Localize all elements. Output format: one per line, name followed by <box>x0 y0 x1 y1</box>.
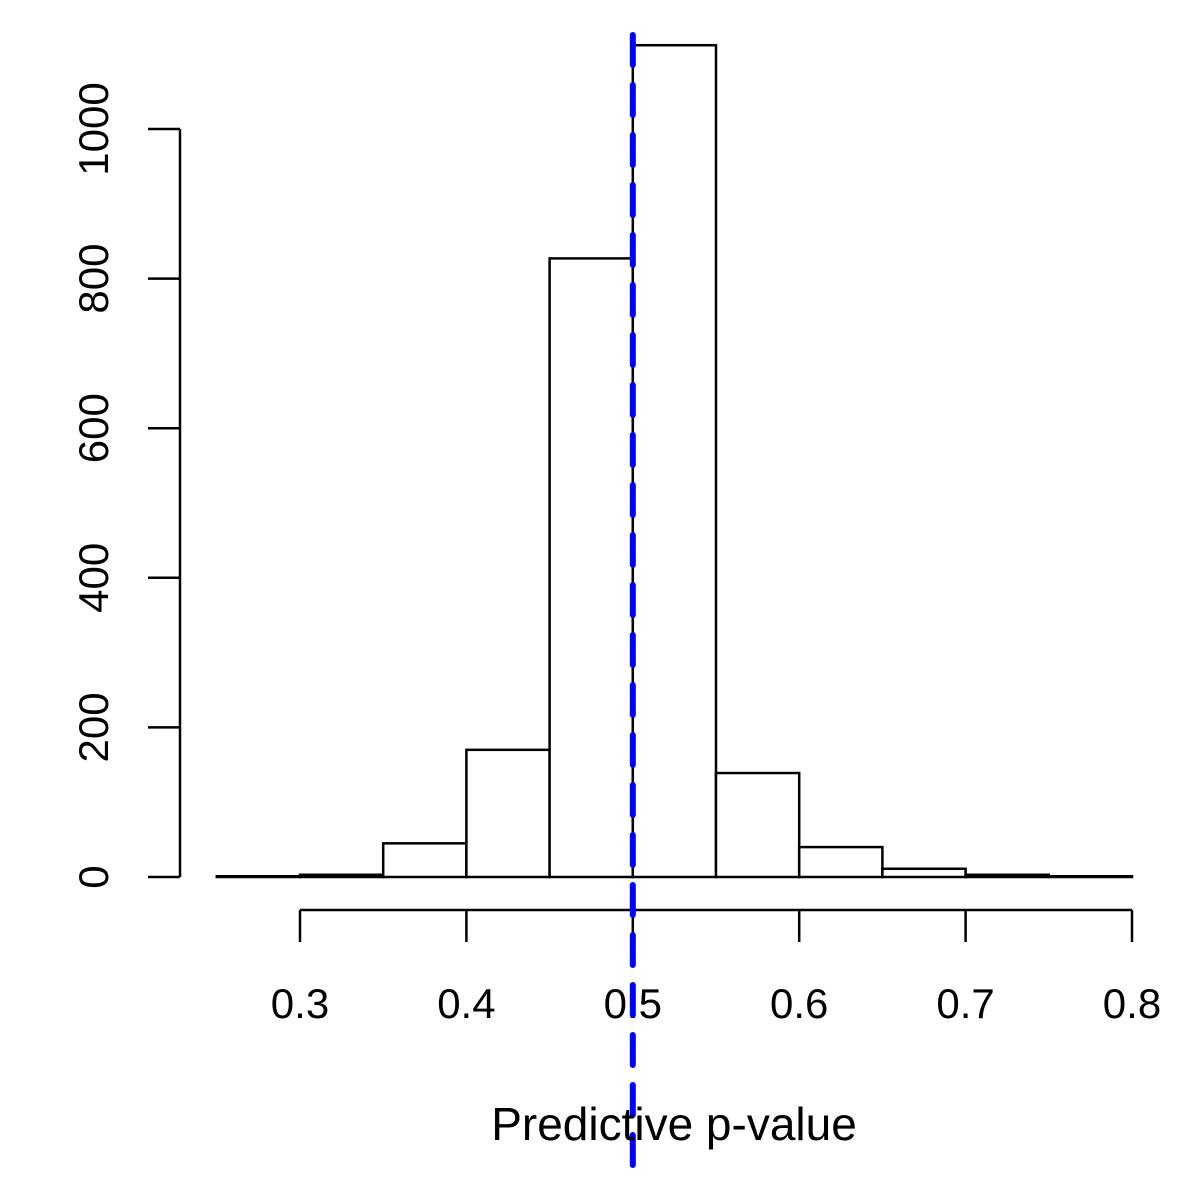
histogram-bar <box>881 867 967 879</box>
x-tick-label: 0.4 <box>437 980 495 1027</box>
histogram-bar <box>1047 875 1134 879</box>
y-tick-label: 0 <box>70 865 117 888</box>
x-tick-label: 0.7 <box>936 980 994 1027</box>
histogram-bar <box>381 842 468 879</box>
y-tick-label: 400 <box>70 543 117 613</box>
x-tick-label: 0.6 <box>770 980 828 1027</box>
histogram-bar <box>714 771 801 879</box>
y-tick-label: 600 <box>70 393 117 463</box>
histogram-bar <box>548 257 635 879</box>
x-tick-label: 0.8 <box>1103 980 1161 1027</box>
histogram-bar <box>964 873 1051 879</box>
histogram-bar <box>631 43 718 879</box>
y-tick-label: 200 <box>70 692 117 762</box>
x-axis-label: Predictive p-value <box>491 1098 857 1150</box>
x-tick-label: 0.3 <box>271 980 329 1027</box>
histogram-bar <box>215 875 302 879</box>
histogram-bar <box>465 748 551 879</box>
y-tick-label: 800 <box>70 244 117 314</box>
histogram-bar <box>797 845 884 879</box>
histogram-bar <box>298 873 385 879</box>
y-tick-label: 1000 <box>70 82 117 175</box>
